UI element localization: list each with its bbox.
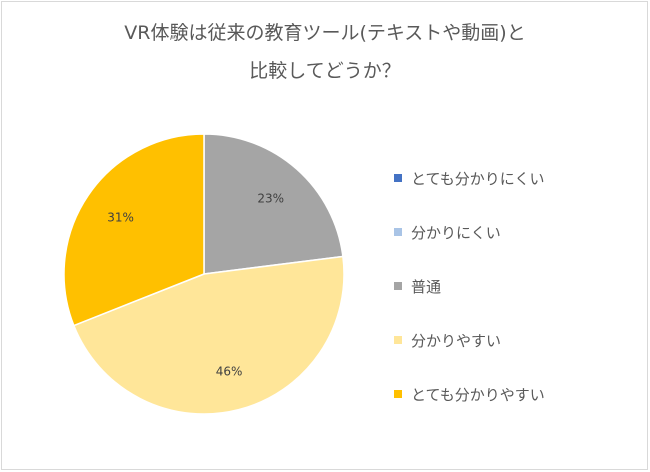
chart-title-line-2: 比較してどうか？ <box>249 60 401 82</box>
legend-label: 分かりやすい <box>411 331 502 350</box>
pie-data-labels: 23% 46% 31% <box>107 191 284 378</box>
pie-slice-3 <box>203 133 344 275</box>
legend-swatch <box>394 282 402 290</box>
data-label-3: 23% <box>257 191 284 205</box>
legend-item-4: 分かりやすい <box>394 313 644 367</box>
legend-swatch <box>394 228 402 236</box>
pie-slice-4 <box>72 255 345 415</box>
legend-item-2: 分かりにくい <box>394 205 644 259</box>
chart-legend: とても分かりにくい 分かりにくい 普通分かりやすいとても分かりやすい <box>394 151 644 421</box>
pie-slice-5 <box>63 133 205 327</box>
legend-label: 分かりにくい <box>411 223 501 242</box>
legend-item-3: 普通 <box>394 259 644 313</box>
legend-label: とても分かりにくい <box>411 169 545 188</box>
chart-title: VR体験は従来の教育ツール(テキストや動画)と 比較してどうか？ <box>0 14 650 90</box>
legend-label: 普通 <box>411 277 442 296</box>
chart-title-line-1: VR体験は従来の教育ツール(テキストや動画)と <box>124 22 526 44</box>
legend-item-5: とても分かりやすい <box>394 367 644 421</box>
legend-label: とても分かりやすい <box>411 385 545 404</box>
legend-item-1: とても分かりにくい <box>394 151 644 205</box>
data-label-5: 31% <box>107 210 134 224</box>
legend-swatch <box>394 390 402 398</box>
data-label-4: 46% <box>216 365 243 379</box>
pie-slices <box>63 133 345 415</box>
legend-swatch <box>394 336 402 344</box>
legend-swatch <box>394 174 402 182</box>
